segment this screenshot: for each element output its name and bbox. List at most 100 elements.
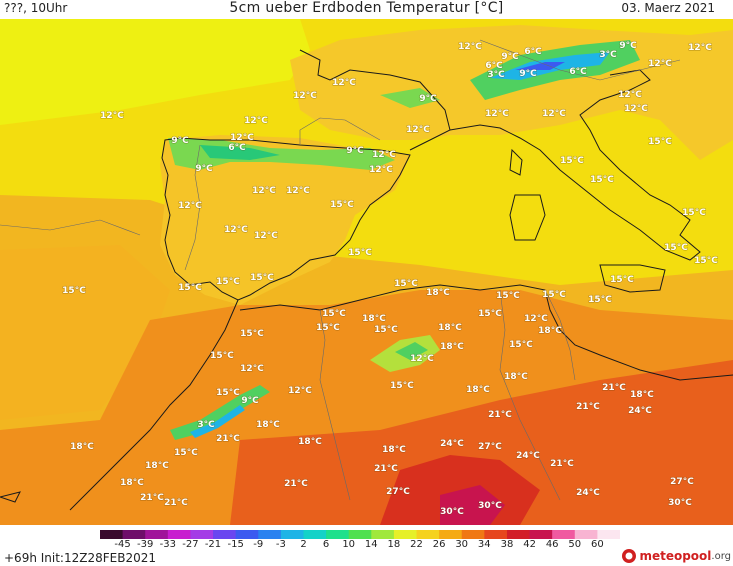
scale-swatch — [416, 530, 440, 539]
scale-swatch — [235, 530, 259, 539]
color-scale — [100, 530, 620, 539]
temperature-label: 15°C — [588, 295, 612, 305]
temperature-label: 15°C — [322, 309, 346, 319]
temperature-label: 12°C — [406, 125, 430, 135]
country-borders — [0, 39, 681, 501]
temperature-label: 18°C — [466, 385, 490, 395]
temperature-label: 24°C — [576, 488, 600, 498]
temperature-label: 18°C — [362, 314, 386, 324]
scale-tick-label: -21 — [204, 539, 222, 550]
temperature-label: 18°C — [70, 442, 94, 452]
temperature-label: 12°C — [100, 111, 124, 121]
scale-swatch — [393, 530, 418, 539]
temperature-label: 27°C — [670, 477, 694, 487]
alps-coldest — [515, 62, 565, 70]
temperature-label: 18°C — [298, 437, 322, 447]
scale-swatch — [213, 530, 237, 539]
temperature-label: 15°C — [374, 325, 398, 335]
temperature-label: 24°C — [440, 439, 464, 449]
temperature-label: 15°C — [694, 256, 718, 266]
coastlines — [0, 49, 733, 511]
temperature-label: 9°C — [346, 146, 364, 156]
logo-icon — [622, 549, 637, 563]
atlas-cold — [190, 405, 245, 438]
temperature-label: 12°C — [372, 150, 396, 160]
temperature-label: 15°C — [560, 156, 584, 166]
temperature-label: 12°C — [240, 364, 264, 374]
scale-tick-label: 42 — [523, 539, 536, 550]
temperature-label: 12°C — [178, 201, 202, 211]
scale-tick-label: -33 — [159, 539, 176, 550]
temperature-label: 15°C — [348, 248, 372, 258]
header-bar: ???, 10Uhr 5cm ueber Erdboden Temperatur… — [0, 0, 733, 19]
temperature-label: 21°C — [550, 459, 574, 469]
temperature-label: 9°C — [241, 396, 259, 406]
temperature-label: 21°C — [164, 498, 188, 508]
scale-tick-label: 30 — [455, 539, 469, 550]
temperature-label: 12°C — [288, 386, 312, 396]
scale-swatch — [303, 530, 327, 539]
temperature-label: 15°C — [216, 277, 240, 287]
temperature-label: 12°C — [224, 225, 248, 235]
temperature-label: 12°C — [244, 116, 268, 126]
temperature-label: 30°C — [668, 498, 692, 508]
warm-zone-yellow — [0, 19, 310, 125]
temperature-label: 18°C — [145, 461, 169, 471]
temperature-label: 15°C — [216, 388, 240, 398]
temperature-label: 3°C — [599, 50, 617, 60]
scale-swatch — [348, 530, 372, 539]
temperature-label: 24°C — [628, 406, 652, 416]
temperature-label: 12°C — [286, 186, 310, 196]
temperature-label: 3°C — [197, 420, 215, 430]
iberia-zone — [160, 135, 410, 305]
temperature-label: 18°C — [256, 420, 280, 430]
cantabria-cold — [200, 145, 280, 160]
temperature-label: 15°C — [509, 340, 533, 350]
temperature-label: 15°C — [648, 137, 672, 147]
temperature-label: 6°C — [569, 67, 587, 77]
temperature-label: 15°C — [178, 283, 202, 293]
scale-tick-label: 14 — [364, 539, 378, 550]
cantabria-cool — [168, 138, 395, 170]
temperature-label: 21°C — [602, 383, 626, 393]
temperature-label: 18°C — [630, 390, 654, 400]
temperature-label: 12°C — [485, 109, 509, 119]
temperature-label: 9°C — [619, 41, 637, 51]
scale-tick-label: 10 — [342, 539, 356, 550]
temperature-map: 12°C 6°C 9°C 6°C 3°C 9°C 3°C 9°C 6°C 12°C 12°C 12°C… — [0, 19, 733, 525]
scale-swatch — [439, 530, 463, 539]
scale-tick-label: -39 — [137, 539, 154, 550]
temperature-label: 3°C — [487, 70, 505, 80]
temperature-label: 21°C — [488, 410, 512, 420]
scale-tick-label: 38 — [500, 539, 514, 550]
temperature-label: 12°C — [542, 109, 566, 119]
forecast-time: ???, 10Uhr — [4, 1, 68, 15]
hot-zone — [230, 360, 733, 525]
scale-swatch — [461, 530, 485, 539]
run-info: +69h Init:12Z28FEB2021 — [4, 551, 156, 565]
temperature-label: 9°C — [195, 164, 213, 174]
temperature-label: 12°C — [618, 90, 642, 100]
scale-tick-label: -15 — [227, 539, 244, 550]
temperature-label: 15°C — [610, 275, 634, 285]
temperature-label: 12°C — [293, 91, 317, 101]
brand-tld: .org — [711, 550, 731, 562]
temperature-label: 15°C — [174, 448, 198, 458]
temperature-label: 15°C — [590, 175, 614, 185]
temperature-label: 18°C — [440, 342, 464, 352]
temperature-labels: 12°C6°C9°C 6°C3°C 9°C3°C9°C6°C12°C12°C12°C… — [62, 40, 719, 517]
scale-swatch — [122, 530, 146, 539]
scale-swatch — [167, 530, 191, 539]
scale-swatch — [258, 530, 282, 539]
scale-tick-label: -3 — [275, 539, 286, 550]
temperature-label: 15°C — [496, 291, 520, 301]
temperature-label: 27°C — [478, 442, 502, 452]
scale-swatch — [506, 530, 531, 539]
brand[interactable]: meteopool .org — [621, 547, 731, 565]
temperature-label: 12°C — [524, 314, 548, 324]
temperature-label: 12°C — [332, 78, 356, 88]
scale-tick-label: 26 — [432, 539, 446, 550]
scale-tick-label: 46 — [545, 539, 559, 550]
temperature-label: 15°C — [210, 351, 234, 361]
temperature-label: 15°C — [330, 200, 354, 210]
